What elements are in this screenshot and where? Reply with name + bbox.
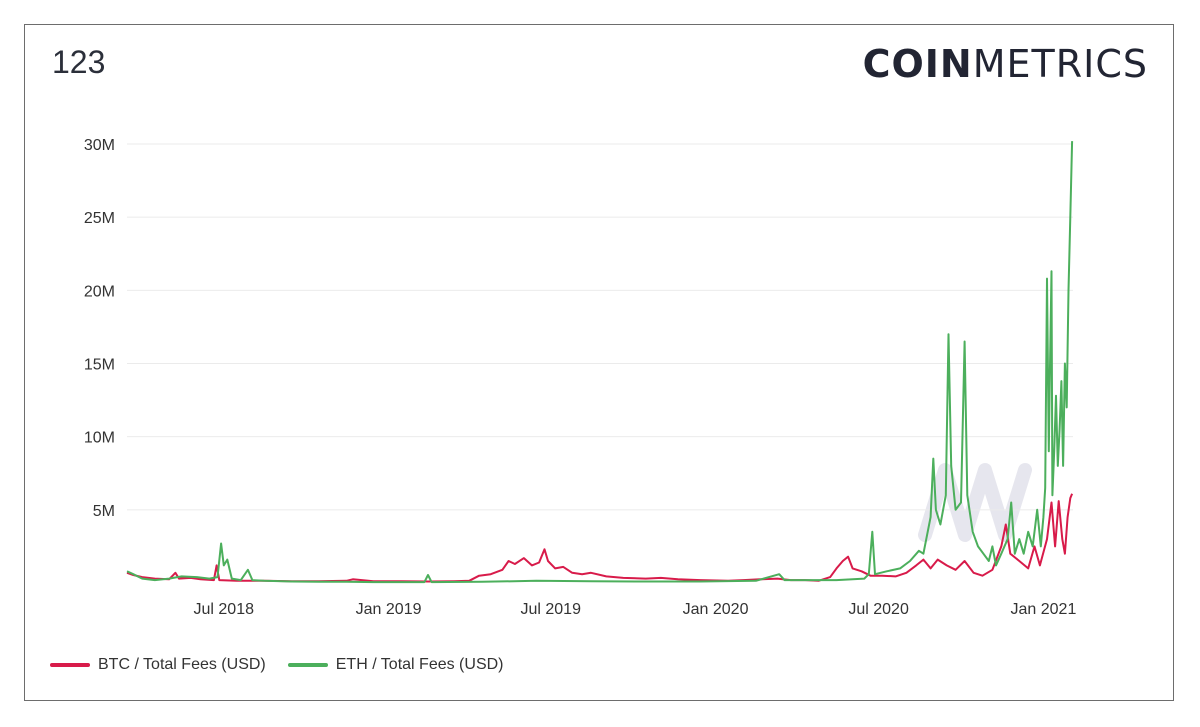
chart-frame [24, 24, 1174, 701]
series-group [126, 141, 1074, 584]
x-tick-label: Jul 2020 [848, 601, 909, 618]
coinmetrics-logo: COINMETRICS [863, 42, 1148, 86]
legend-item-eth[interactable]: ETH / Total Fees (USD) [287, 656, 504, 674]
legend-label-btc: BTC / Total Fees (USD) [98, 656, 266, 673]
brand-bold-text: COIN [862, 42, 973, 86]
x-tick-label: Jul 2018 [194, 601, 255, 618]
legend-swatch-eth [287, 663, 328, 667]
y-tick-label: 10M [84, 430, 115, 447]
y-axis: 5M 10M 15M 20M 25M 30M [84, 137, 115, 520]
x-tick-label: Jul 2019 [520, 601, 581, 618]
x-tick-label: Jan 2021 [1011, 601, 1077, 618]
gridlines [127, 143, 1073, 511]
chart-id-label: 123 [52, 44, 106, 80]
y-tick-label: 30M [84, 137, 115, 154]
x-tick-label: Jan 2019 [356, 601, 422, 618]
legend: BTC / Total Fees (USD) ETH / Total Fees … [50, 656, 504, 674]
y-tick-label: 20M [84, 283, 115, 300]
legend-swatch-btc [50, 663, 90, 667]
brand-light-text: METRICS [972, 42, 1148, 86]
y-tick-label: 25M [84, 210, 115, 227]
legend-label-eth: ETH / Total Fees (USD) [335, 656, 504, 673]
eth-fees-line [126, 141, 1074, 584]
x-axis: Jul 2018 Jan 2019 Jul 2019 Jan 2020 Jul 2020… [194, 601, 1077, 618]
x-tick-label: Jan 2020 [683, 601, 749, 618]
y-tick-label: 15M [84, 357, 115, 374]
y-tick-label: 5M [93, 503, 115, 520]
legend-item-btc[interactable]: BTC / Total Fees (USD) [50, 656, 266, 674]
